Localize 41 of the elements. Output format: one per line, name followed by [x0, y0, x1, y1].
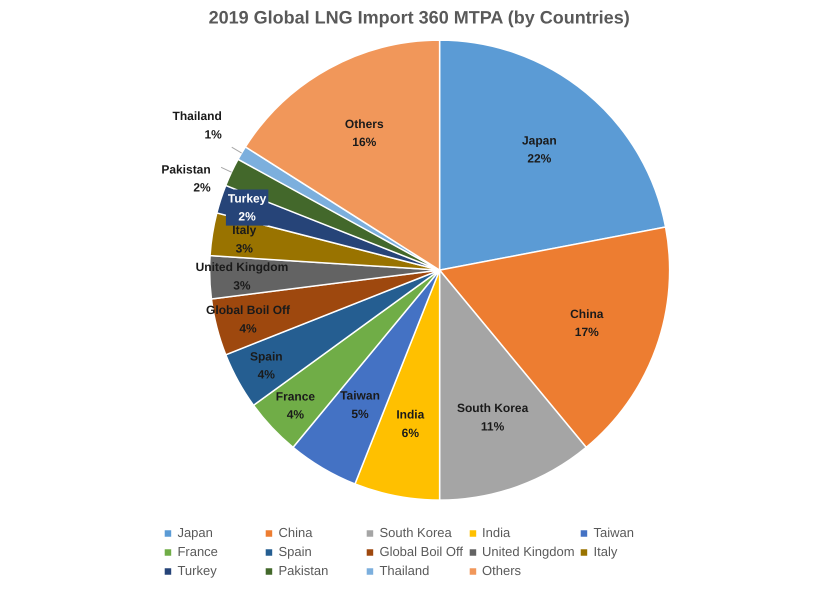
slice-label: Turkey	[228, 191, 267, 206]
data-label: 3%	[236, 241, 254, 256]
slice-label: Thailand	[172, 109, 222, 124]
chart-title: 2019 Global LNG Import 360 MTPA (by Countries)	[208, 8, 630, 28]
slice-label: Pakistan	[161, 162, 211, 176]
legend-label: Others	[482, 563, 522, 578]
slice-label: Spain	[250, 349, 283, 364]
slice-label: Taiwan	[340, 388, 380, 403]
legend-label: France	[177, 544, 219, 559]
legend-label: Turkey	[177, 563, 218, 578]
slice-label: India	[396, 408, 425, 422]
data-label: 2%	[193, 180, 212, 195]
data-label: 1%	[204, 127, 222, 142]
data-label: 11%	[480, 419, 505, 434]
slice-label: France	[276, 389, 316, 404]
legend-label: Spain	[278, 544, 313, 559]
legend-label: United Kingdom	[482, 544, 575, 559]
data-label: 5%	[351, 406, 370, 421]
legend-label: Japan	[177, 525, 214, 540]
slice-label: Japan	[522, 133, 557, 148]
legend-label: India	[482, 525, 512, 540]
slice-label: South Korea	[456, 401, 529, 416]
data-label: 3%	[233, 278, 251, 292]
legend-label: China	[278, 525, 314, 540]
slice-label: Others	[344, 116, 384, 131]
legend-label: Global Boil Off	[379, 544, 464, 559]
legend-label: Pakistan	[278, 563, 330, 578]
data-label: 4%	[258, 368, 276, 382]
data-label: 22%	[527, 152, 552, 166]
data-label: 16%	[352, 135, 377, 150]
data-label: 4%	[286, 408, 304, 422]
data-label: 17%	[574, 325, 600, 340]
data-label: 6%	[402, 426, 420, 440]
legend-label: South Korea	[379, 525, 453, 540]
data-label: 2%	[238, 210, 256, 224]
slice-label: China	[570, 307, 604, 322]
legend-label: Italy	[594, 544, 618, 559]
slice-label: Italy	[232, 223, 257, 238]
legend-label: Thailand	[379, 563, 430, 578]
data-label: 4%	[239, 321, 258, 336]
legend-label: Taiwan	[594, 525, 636, 540]
